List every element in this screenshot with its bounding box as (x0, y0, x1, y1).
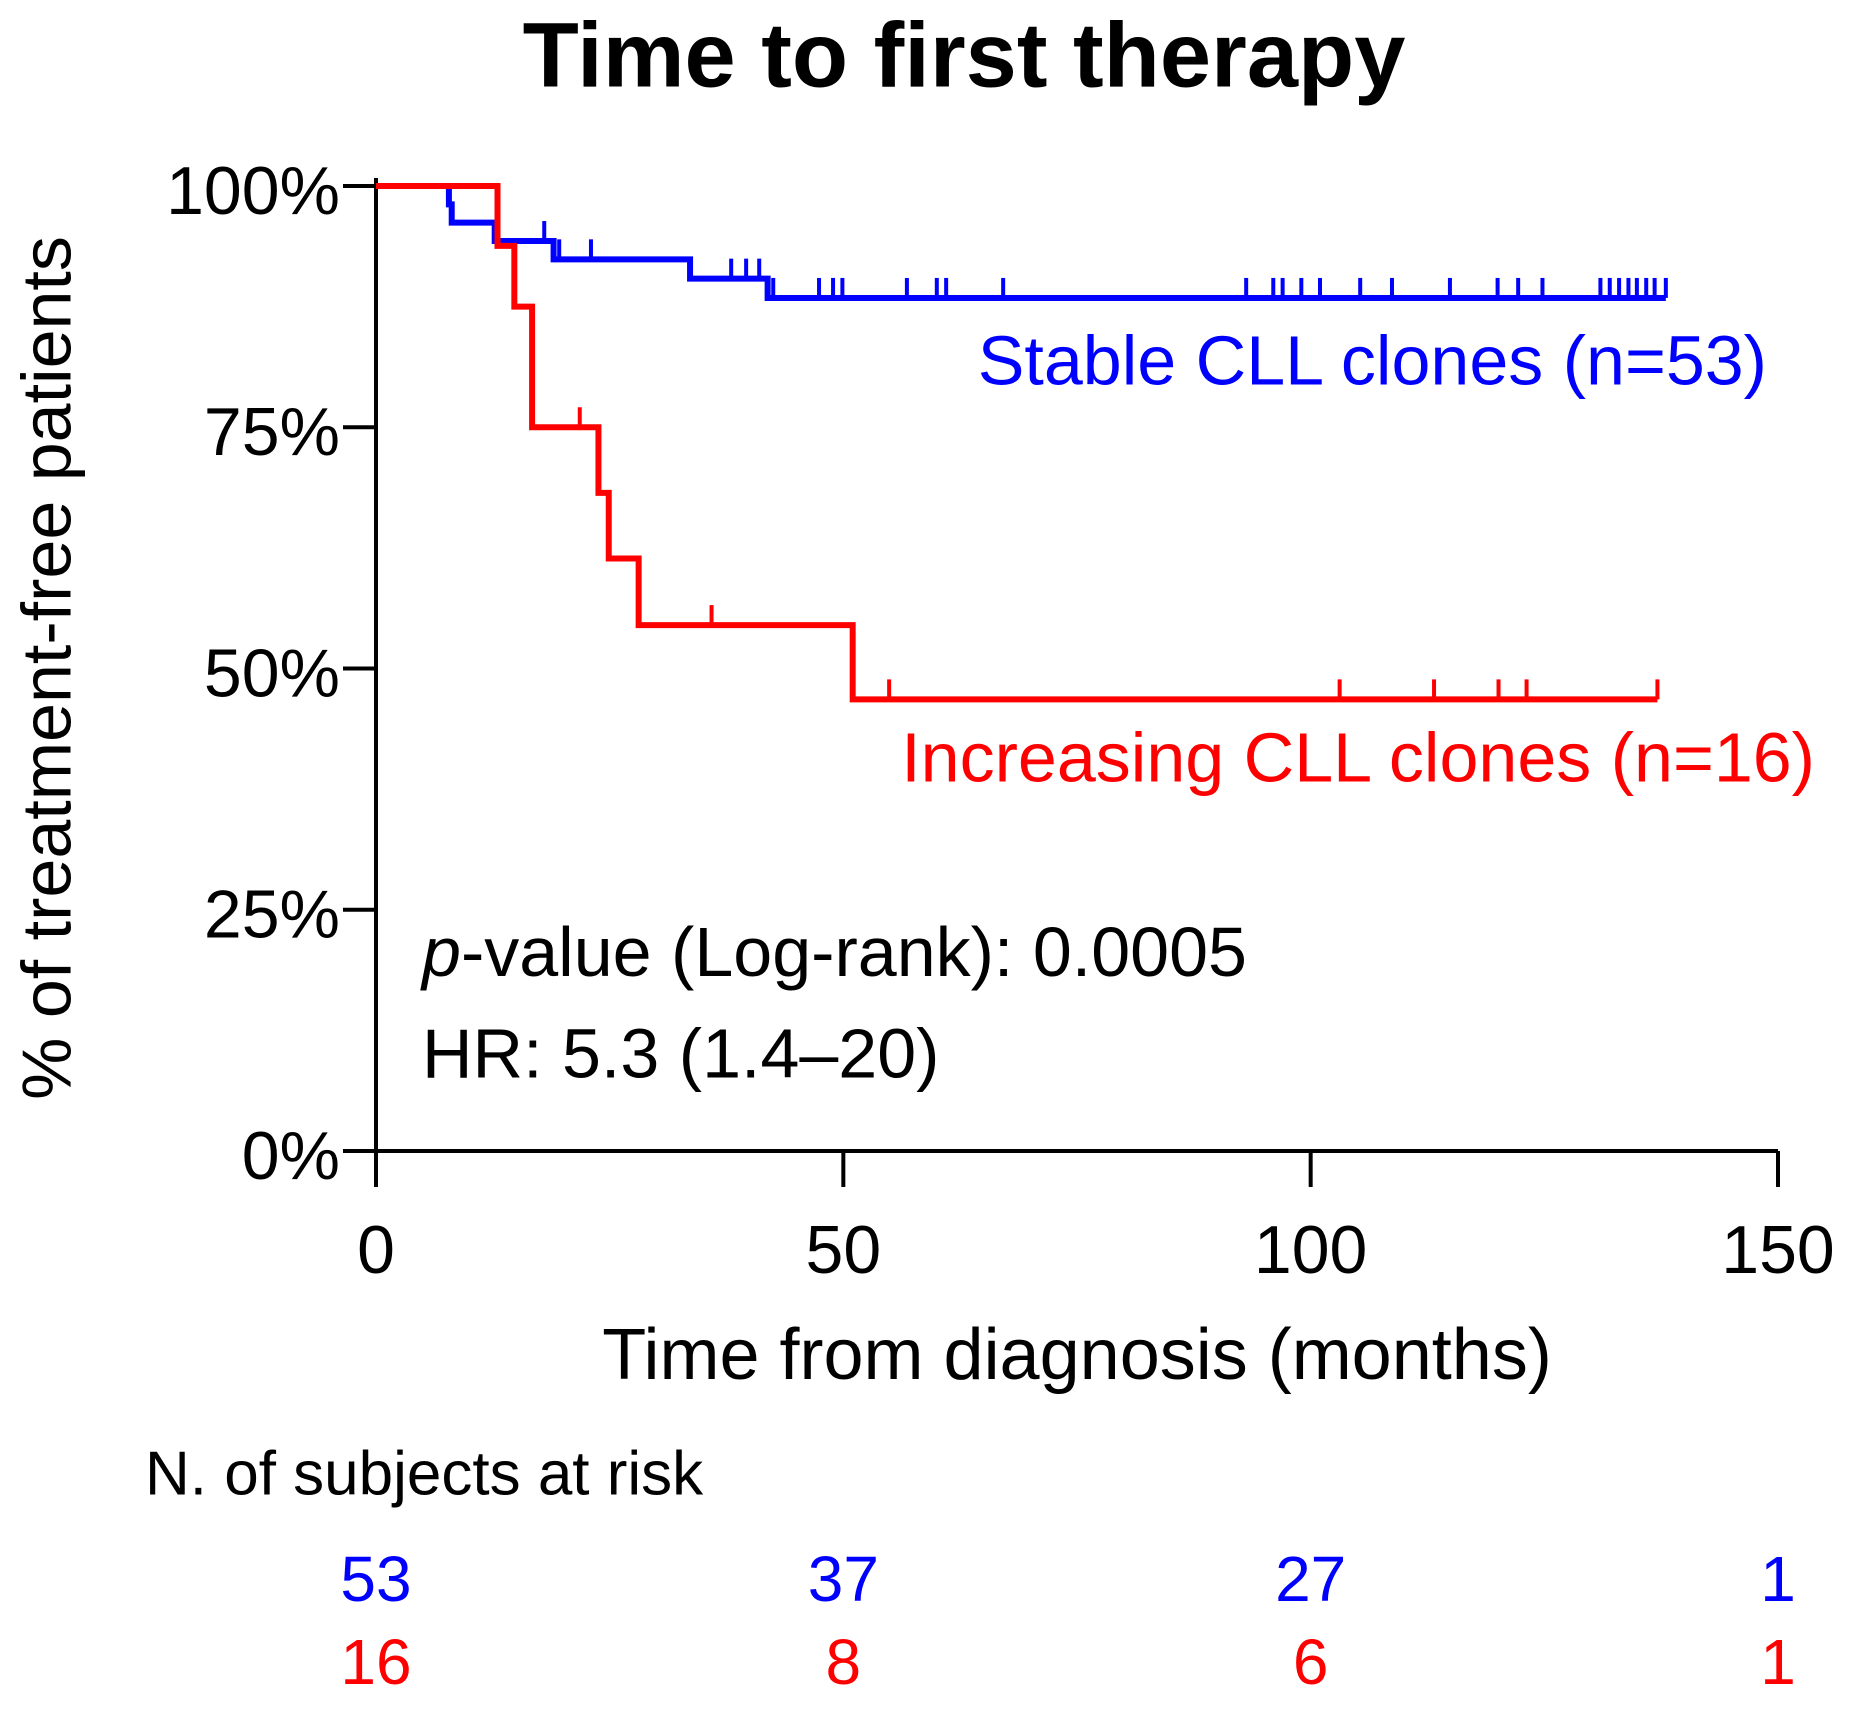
y-tick-label: 25% (204, 877, 340, 953)
survival-curve (376, 183, 1658, 703)
x-tick-label: 100 (1254, 1212, 1367, 1288)
x-tick-label: 0 (357, 1212, 395, 1288)
risk-count: 37 (808, 1543, 879, 1615)
risk-count: 1 (1760, 1543, 1796, 1615)
y-tick-label: 75% (204, 394, 340, 470)
series-label: Increasing CLL clones (n=16) (901, 718, 1815, 796)
risk-count: 8 (826, 1626, 862, 1698)
y-tick-label: 50% (204, 635, 340, 711)
y-axis-label: % of treatment-free patients (7, 236, 85, 1100)
risk-count: 16 (340, 1626, 411, 1698)
chart-title: Time to first therapy (523, 4, 1406, 106)
risk-count: 1 (1760, 1626, 1796, 1698)
p-value-text: -value (Log-rank): 0.0005 (461, 913, 1247, 991)
x-axis-label: Time from diagnosis (months) (602, 1315, 1552, 1395)
y-tick-label: 0% (242, 1118, 340, 1194)
risk-count: 6 (1293, 1626, 1329, 1698)
x-tick-label: 50 (806, 1212, 882, 1288)
series-label: Stable CLL clones (n=53) (978, 321, 1767, 399)
risk-table-title: N. of subjects at risk (145, 1439, 704, 1508)
risk-count: 53 (340, 1543, 411, 1615)
p-symbol: p (420, 913, 461, 991)
survival-curve (376, 183, 1666, 301)
y-tick-label: 100% (166, 153, 340, 229)
hr-annotation: HR: 5.3 (1.4–20) (422, 1014, 939, 1092)
p-value-annotation: p-value (Log-rank): 0.0005 (420, 913, 1247, 991)
risk-count: 27 (1275, 1543, 1346, 1615)
x-tick-label: 150 (1721, 1212, 1834, 1288)
